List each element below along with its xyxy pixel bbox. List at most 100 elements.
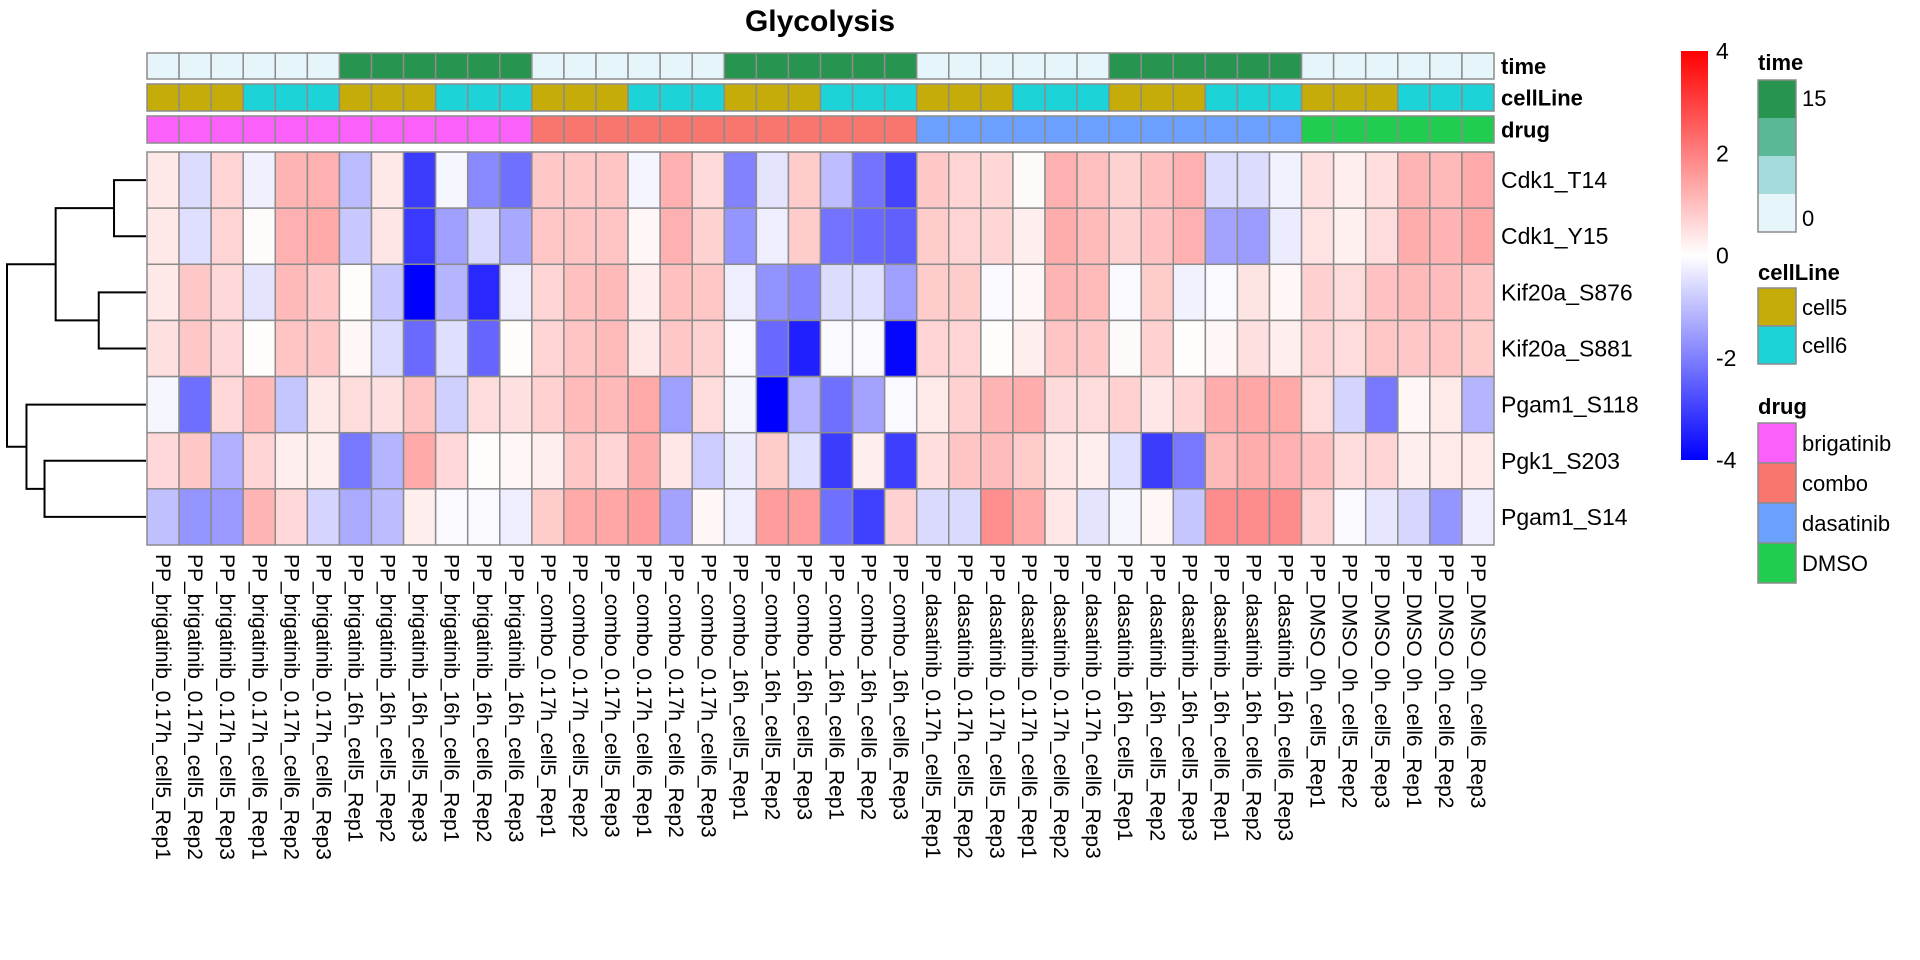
annotation-cell-drug xyxy=(1332,115,1367,144)
heatmap-cell xyxy=(948,151,982,209)
heatmap-cell xyxy=(1140,319,1175,378)
annotation-cell-cellline xyxy=(1108,83,1142,112)
heatmap-cell xyxy=(1108,207,1142,266)
annotation-cell-time xyxy=(1044,52,1078,80)
heatmap-cell xyxy=(1236,431,1271,490)
annotation-cell-time xyxy=(659,52,693,80)
column-label: PP_brigatinib_0.17h_cell6_Rep1 xyxy=(247,554,270,860)
heatmap-cell xyxy=(1108,319,1142,378)
annotation-cell-cellline xyxy=(948,83,982,112)
heatmap-cell xyxy=(370,488,405,546)
heatmap-cell xyxy=(691,488,726,546)
heatmap-cell xyxy=(948,375,982,434)
row-labels: Cdk1_T14 Cdk1_Y15 Kif20a_S876 Kif20a_S881 Pg… xyxy=(1501,167,1639,530)
annotation-cell-cellline xyxy=(1300,83,1335,112)
annotation-cell-cellline xyxy=(1172,83,1207,112)
legend-title-drug: drug xyxy=(1758,394,1807,419)
annotation-cell-drug xyxy=(627,115,661,144)
heatmap-cell xyxy=(1108,151,1142,209)
heatmap-cell xyxy=(1429,263,1463,322)
heatmap-cell xyxy=(691,151,726,209)
annotation-cell-cellline xyxy=(755,83,790,112)
heatmap-cell xyxy=(466,319,501,378)
annotation-cell-time xyxy=(1204,52,1239,80)
heatmap-cell xyxy=(1140,488,1175,546)
heatmap-cell xyxy=(1397,151,1431,209)
heatmap-cell xyxy=(755,375,790,434)
heatmap-cell xyxy=(1044,263,1078,322)
annotation-label-drug: drug xyxy=(1501,118,1550,143)
annotation-cell-drug xyxy=(338,115,373,144)
heatmap-cell xyxy=(466,488,501,546)
heatmap-cell xyxy=(1429,319,1463,378)
annotation-cell-cellline xyxy=(1397,83,1431,112)
heatmap-cell xyxy=(980,319,1014,378)
annotation-cell-cellline xyxy=(819,83,854,112)
heatmap-cell xyxy=(1300,375,1335,434)
annotation-cell-cellline xyxy=(1461,83,1495,112)
heatmap-cell xyxy=(980,488,1014,546)
annotation-cell-drug xyxy=(146,115,180,144)
heatmap-cell xyxy=(242,319,277,378)
heatmap-cell xyxy=(1332,375,1367,434)
annotation-cell-cellline xyxy=(1236,83,1271,112)
heatmap-cell xyxy=(659,488,693,546)
heatmap-cell xyxy=(980,151,1014,209)
heatmap-cell xyxy=(1461,375,1495,434)
heatmap-cell xyxy=(402,263,437,322)
heatmap-cell xyxy=(1268,375,1303,434)
heatmap-cell xyxy=(1140,431,1175,490)
annotation-cell-time xyxy=(210,52,244,80)
annotation-cell-drug xyxy=(883,115,918,144)
annotation-cell-cellline xyxy=(1076,83,1110,112)
heatmap-cell xyxy=(274,375,309,434)
heatmap-cell xyxy=(1461,431,1495,490)
annotation-cell-drug xyxy=(434,115,469,144)
column-label: PP_dasatinib_16h_cell6_Rep2 xyxy=(1241,554,1264,841)
annotation-cell-cellline xyxy=(531,83,565,112)
legend-title-cellline: cellLine xyxy=(1758,260,1840,285)
heatmap-cell xyxy=(1397,319,1431,378)
legend-swatch xyxy=(1757,502,1797,544)
color-scale-tick-label: 2 xyxy=(1716,140,1729,166)
annotation-cell-drug xyxy=(1172,115,1207,144)
heatmap-cell xyxy=(563,151,597,209)
heatmap-cell xyxy=(1461,151,1495,209)
legend-label: combo xyxy=(1802,471,1868,496)
heatmap-cell xyxy=(915,488,950,546)
heatmap-cell xyxy=(819,431,854,490)
dendrogram-branch xyxy=(6,263,56,448)
heatmap-cells xyxy=(146,151,1495,546)
heatmap-cell xyxy=(1172,263,1207,322)
heatmap-cell xyxy=(563,488,597,546)
heatmap-cell xyxy=(210,207,244,266)
heatmap-cell xyxy=(178,375,212,434)
heatmap-cell xyxy=(1044,431,1078,490)
heatmap-cell xyxy=(883,319,918,378)
heatmap-cell xyxy=(531,488,565,546)
column-label: PP_dasatinib_16h_cell5_Rep2 xyxy=(1145,554,1168,841)
heatmap-cell xyxy=(1108,488,1142,546)
heatmap-cell xyxy=(819,488,854,546)
heatmap-cell xyxy=(1332,319,1367,378)
heatmap-cell xyxy=(1397,431,1431,490)
heatmap-cell xyxy=(402,375,437,434)
heatmap-cell xyxy=(627,488,661,546)
legend-swatch xyxy=(1757,287,1797,327)
annotation-cell-drug xyxy=(242,115,277,144)
annotation-cell-cellline xyxy=(787,83,822,112)
heatmap-cell xyxy=(1236,263,1271,322)
heatmap-cell xyxy=(1012,207,1046,266)
heatmap-cell xyxy=(338,375,373,434)
heatmap-cell xyxy=(1429,375,1463,434)
heatmap-cell xyxy=(466,207,501,266)
heatmap-cell xyxy=(915,319,950,378)
column-label: PP_dasatinib_0.17h_cell5_Rep1 xyxy=(921,554,944,859)
heatmap-cell xyxy=(1236,488,1271,546)
heatmap-cell xyxy=(595,431,629,490)
heatmap-cell xyxy=(595,263,629,322)
heatmap-cell xyxy=(210,375,244,434)
annotation-cell-drug xyxy=(178,115,212,144)
annotation-cell-time xyxy=(1300,52,1335,80)
heatmap-cell xyxy=(659,319,693,378)
